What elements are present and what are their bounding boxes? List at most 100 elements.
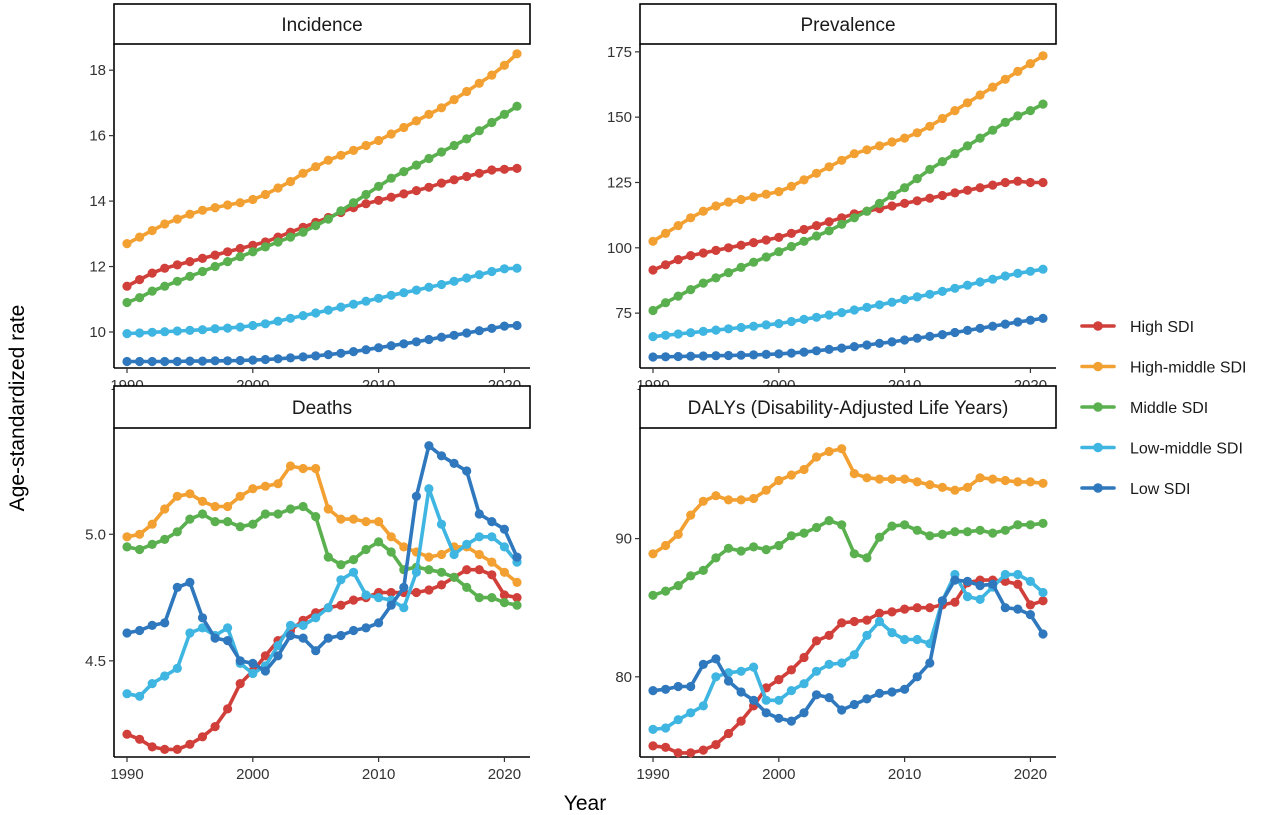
data-point	[698, 278, 708, 288]
data-point	[686, 213, 696, 223]
data-point	[673, 221, 683, 231]
strip-title: Prevalence	[800, 15, 895, 36]
data-point	[248, 194, 258, 205]
data-point	[849, 149, 859, 159]
data-point	[135, 232, 145, 242]
data-point	[223, 623, 233, 633]
legend-swatch-point	[1093, 361, 1103, 372]
data-point	[698, 206, 708, 216]
data-point	[487, 593, 497, 603]
data-point	[874, 474, 885, 484]
data-point	[160, 219, 170, 229]
data-point	[361, 140, 371, 151]
data-point	[925, 480, 935, 490]
data-point	[260, 481, 270, 491]
data-point	[774, 695, 784, 705]
data-point	[811, 231, 822, 241]
data-point	[648, 724, 658, 735]
legend-label: Middle SDI	[1130, 400, 1208, 417]
x-tick-label: 2000	[762, 766, 795, 783]
data-point	[172, 663, 182, 674]
series-middle-sdi	[648, 516, 1048, 600]
data-point	[273, 237, 283, 247]
data-point	[298, 633, 308, 643]
data-point	[849, 699, 859, 710]
data-point	[386, 129, 396, 139]
data-point	[135, 529, 145, 539]
data-point	[197, 356, 208, 366]
data-point	[774, 349, 784, 359]
data-point	[122, 729, 132, 739]
data-point	[323, 214, 333, 224]
data-point	[648, 332, 658, 342]
data-point	[160, 744, 170, 755]
data-point	[348, 595, 359, 605]
data-point	[874, 532, 885, 542]
data-point	[950, 327, 960, 338]
data-point	[235, 491, 245, 501]
data-point	[436, 451, 447, 461]
data-point	[210, 501, 220, 512]
data-point	[374, 517, 384, 527]
data-point	[824, 162, 834, 172]
data-point	[786, 531, 797, 541]
data-point	[311, 308, 321, 318]
data-point	[298, 463, 308, 474]
data-point	[1025, 610, 1035, 620]
data-point	[487, 517, 497, 527]
data-point	[1038, 51, 1048, 61]
data-point	[424, 153, 434, 164]
data-point	[197, 613, 208, 623]
data-point	[411, 337, 421, 347]
data-point	[424, 552, 434, 562]
data-point	[474, 565, 484, 575]
data-point	[711, 740, 721, 750]
series-high-sdi	[648, 176, 1048, 275]
data-point	[285, 630, 296, 641]
data-point	[235, 679, 245, 689]
data-point	[1025, 266, 1035, 276]
data-point	[160, 534, 170, 545]
data-point	[1000, 117, 1010, 127]
series-low-middle-sdi	[648, 264, 1048, 342]
series-low-sdi	[648, 575, 1048, 726]
data-point	[736, 716, 746, 726]
data-point	[348, 145, 359, 155]
data-point	[1025, 315, 1035, 325]
data-point	[887, 297, 897, 307]
data-point	[336, 630, 346, 641]
data-point	[348, 555, 359, 565]
data-point	[235, 243, 245, 254]
data-point	[411, 186, 421, 196]
data-point	[147, 539, 157, 550]
data-point	[799, 236, 809, 246]
data-point	[849, 469, 859, 479]
data-point	[348, 514, 359, 524]
data-point	[711, 654, 721, 664]
data-point	[273, 354, 283, 364]
data-point	[887, 337, 897, 347]
legend-swatch-point	[1093, 402, 1103, 412]
data-point	[462, 466, 472, 476]
data-point	[474, 168, 484, 178]
data-point	[361, 296, 371, 306]
data-point	[122, 542, 132, 552]
data-point	[824, 446, 834, 457]
strip-title: Deaths	[292, 398, 352, 419]
series-low-sdi	[648, 313, 1048, 362]
data-point	[462, 565, 472, 575]
series-middle-sdi	[648, 99, 1048, 316]
x-tick-label: 2010	[888, 766, 921, 783]
data-point	[323, 504, 333, 514]
data-point	[900, 604, 910, 614]
x-tick-label: 2020	[488, 766, 521, 783]
data-point	[925, 331, 935, 341]
data-point	[887, 201, 897, 211]
data-point	[248, 519, 258, 529]
data-point	[925, 289, 935, 299]
series-high-middle-sdi	[122, 49, 522, 249]
data-point	[499, 524, 509, 534]
data-point	[462, 539, 472, 550]
data-point	[962, 325, 973, 335]
data-point	[786, 348, 797, 358]
